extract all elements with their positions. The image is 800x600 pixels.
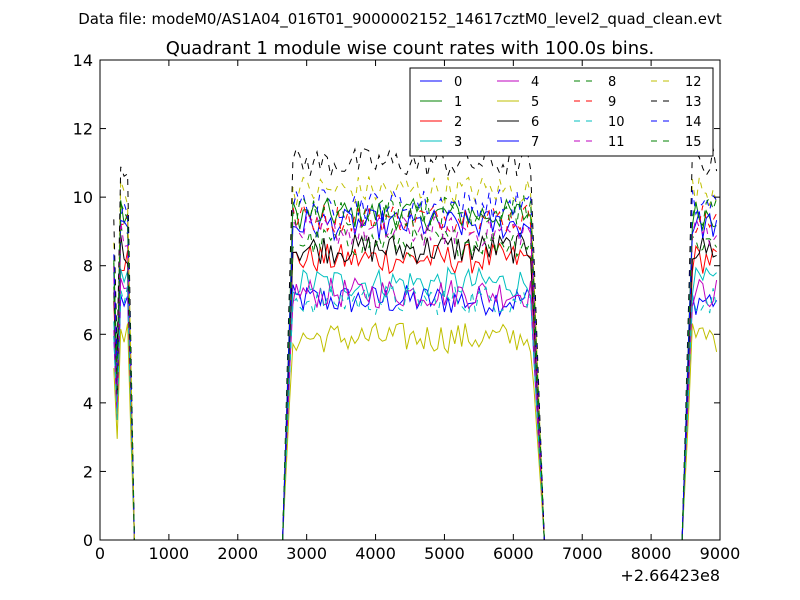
y-tick-label: 0 <box>83 531 93 550</box>
series-line-8 <box>113 225 718 540</box>
series-line-3 <box>113 266 717 540</box>
legend-label-8: 8 <box>608 75 616 90</box>
series-line-13 <box>113 146 718 540</box>
x-tick-label: 1000 <box>149 544 190 563</box>
legend-label-7: 7 <box>531 135 539 150</box>
series-line-12 <box>113 176 718 540</box>
legend-label-2: 2 <box>454 115 462 130</box>
x-tick-label: 0 <box>95 544 105 563</box>
x-tick-label: 4000 <box>355 544 396 563</box>
legend-label-3: 3 <box>454 135 462 150</box>
series-line-0 <box>113 284 718 540</box>
y-tick-label: 4 <box>83 394 93 413</box>
legend-label-1: 1 <box>454 95 462 110</box>
x-tick-label: 2000 <box>217 544 258 563</box>
legend-label-10: 10 <box>608 115 625 130</box>
series-line-15 <box>113 194 718 540</box>
x-tick-label: 5000 <box>424 544 465 563</box>
plot-frame <box>99 59 721 541</box>
series-line-14 <box>113 188 717 540</box>
series-line-7 <box>113 208 718 540</box>
series-line-11 <box>113 214 718 540</box>
series-line-6 <box>113 232 717 540</box>
legend-label-15: 15 <box>685 135 702 150</box>
series-line-2 <box>113 242 717 540</box>
x-tick-label: 8000 <box>631 544 672 563</box>
axis-ticks: 0 1000 2000 3000 4000 5000 6000 7000 8000 9000 0 2 4… <box>73 51 741 563</box>
series-line-5 <box>113 322 718 540</box>
legend-label-12: 12 <box>685 75 702 90</box>
y-tick-label: 8 <box>83 257 93 276</box>
legend-label-13: 13 <box>685 95 702 110</box>
legend-label-9: 9 <box>608 95 616 110</box>
legend-label-0: 0 <box>454 75 462 90</box>
chart-title: Quadrant 1 module wise count rates with … <box>166 38 655 59</box>
series-line-4 <box>113 277 718 540</box>
x-tick-label: 3000 <box>286 544 327 563</box>
legend-label-14: 14 <box>685 115 702 130</box>
y-tick-label: 12 <box>73 120 93 139</box>
x-tick-label: 7000 <box>562 544 603 563</box>
series-layer <box>113 146 718 540</box>
series-line-1 <box>113 197 717 540</box>
legend-label-4: 4 <box>531 75 539 90</box>
legend-label-11: 11 <box>608 135 625 150</box>
y-tick-label: 6 <box>83 325 93 344</box>
x-axis-offset-label: +2.66423e8 <box>620 566 720 585</box>
y-tick-label: 2 <box>83 462 93 481</box>
y-tick-label: 14 <box>73 51 93 70</box>
legend-label-6: 6 <box>531 115 539 130</box>
x-tick-label: 9000 <box>700 544 741 563</box>
series-line-10 <box>113 285 718 540</box>
legend-label-5: 5 <box>531 95 539 110</box>
data-file-suptitle: Data file: modeM0/AS1A04_016T01_90000021… <box>78 10 722 29</box>
y-tick-label: 10 <box>73 188 93 207</box>
legend-box <box>409 67 714 157</box>
x-tick-label: 6000 <box>493 544 534 563</box>
